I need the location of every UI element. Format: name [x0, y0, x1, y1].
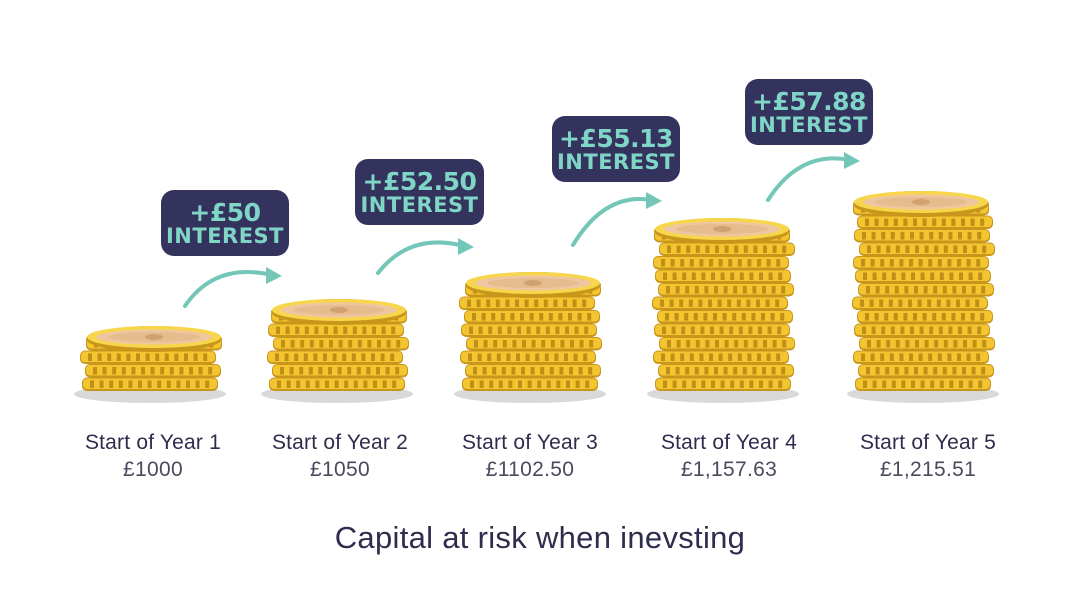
- year-label-3: Start of Year 3: [461, 431, 599, 454]
- interest-badge-amount: +£55.13: [559, 123, 673, 153]
- year-label-1: Start of Year 1: [84, 431, 222, 454]
- year-label-5: Start of Year 5: [859, 431, 997, 454]
- interest-badge-word: INTEREST: [749, 112, 869, 137]
- amount-label-5: £1,215.51: [879, 458, 977, 481]
- amount-label-1: £1000: [123, 458, 183, 481]
- coin-stack-icon: [454, 272, 606, 403]
- curved-arrow-icon: [766, 152, 860, 202]
- curved-arrow-icon: [571, 192, 662, 247]
- coin-stack-icon: [74, 326, 226, 403]
- coin-stack-icon: [261, 299, 413, 403]
- capital-at-risk-note: Capital at risk when inevsting: [334, 520, 746, 555]
- curved-arrow-icon: [183, 267, 282, 308]
- coin-stack-icon: [647, 218, 799, 403]
- interest-badge-word: INTEREST: [360, 192, 479, 217]
- interest-badge-2: +£52.50 INTEREST: [355, 159, 484, 225]
- year-label-2: Start of Year 2: [271, 431, 409, 454]
- curved-arrow-icon: [376, 238, 474, 275]
- interest-badge-amount: +£57.88: [752, 86, 866, 116]
- interest-badge-1: +£50 INTEREST: [161, 190, 289, 256]
- interest-badge-4: +£57.88 INTEREST: [745, 79, 873, 145]
- year-label-4: Start of Year 4: [660, 431, 798, 454]
- interest-badge-word: INTEREST: [556, 149, 676, 174]
- interest-badge-3: +£55.13 INTEREST: [552, 116, 680, 182]
- interest-badge-word: INTEREST: [165, 223, 285, 248]
- amount-label-3: £1102.50: [485, 458, 575, 481]
- coin-stack-icon: [847, 191, 999, 403]
- amount-label-2: £1050: [310, 458, 370, 481]
- interest-badge-amount: +£50: [189, 197, 261, 227]
- amount-label-4: £1,157.63: [680, 458, 778, 481]
- interest-badge-amount: +£52.50: [362, 166, 477, 196]
